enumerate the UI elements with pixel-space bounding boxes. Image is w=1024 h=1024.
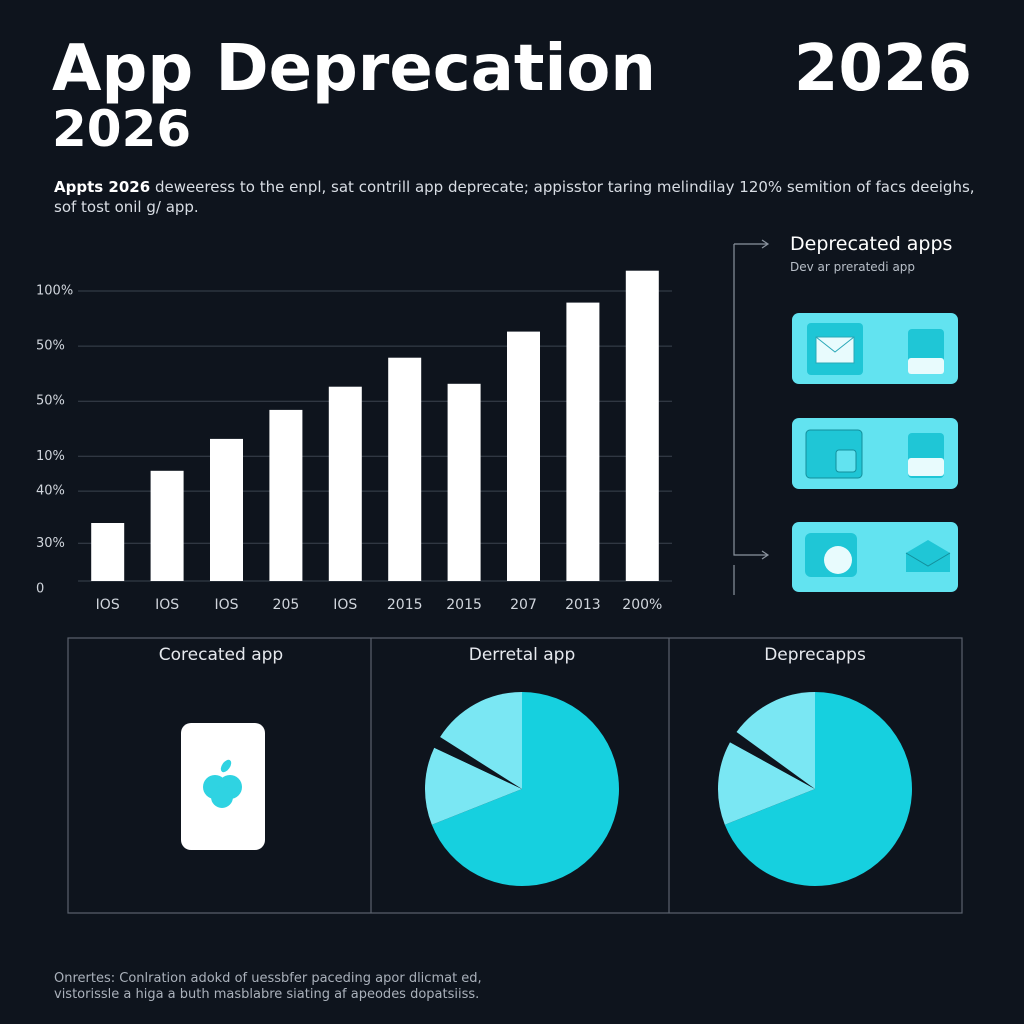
x-tick-label: 2015	[446, 597, 482, 613]
pie-slice	[736, 692, 815, 789]
y-tick-label: 10%	[36, 449, 65, 464]
y-tick-label: 100%	[36, 284, 73, 299]
bar	[91, 523, 125, 581]
description-line-2: sof tost onil g/ app.	[54, 198, 199, 216]
app-cards	[792, 313, 958, 592]
bar	[210, 438, 243, 581]
bar	[507, 331, 540, 581]
bar	[447, 383, 481, 581]
pie-title: Deprecapps	[764, 645, 866, 665]
pie-slice	[729, 731, 815, 789]
pie-title: Derretal app	[469, 645, 576, 665]
pie-slice	[431, 692, 620, 887]
y-tick-label: 40%	[36, 484, 65, 499]
bar	[388, 357, 422, 581]
x-tick-label: 207	[510, 597, 537, 613]
x-tick-label: IOS	[333, 597, 357, 613]
pie-slice	[724, 692, 912, 887]
title-line-2: 2026	[52, 100, 191, 158]
side-title: Deprecated apps	[790, 233, 952, 255]
description-text: deweeress to the enpl, sat contrill app …	[155, 178, 975, 196]
x-tick-label: 2013	[565, 597, 601, 613]
year: 2026	[794, 32, 972, 106]
bar	[328, 386, 362, 581]
mail-icon	[906, 540, 950, 572]
x-tick-label: 200%	[622, 597, 662, 613]
bar	[269, 409, 303, 581]
footer-line: Onrertes: Conlration adokd of uessbfer p…	[54, 971, 482, 986]
y-tick-label: 30%	[36, 536, 65, 551]
bar	[566, 302, 600, 581]
pie-slice	[434, 737, 522, 789]
x-tick-label: IOS	[96, 597, 120, 613]
footer-line: vistorissle a higa a buth masblabre siat…	[54, 987, 479, 1002]
pie-slice	[440, 692, 522, 789]
bar	[625, 270, 659, 581]
side-subtitle: Dev ar preratedi app	[790, 260, 915, 274]
x-tick-label: 2015	[387, 597, 423, 613]
y-tick-label: 0	[36, 582, 44, 597]
y-tick-label: 50%	[36, 394, 65, 409]
side-bracket	[733, 239, 770, 595]
pie-slice	[718, 742, 815, 825]
x-tick-label: 205	[273, 597, 300, 613]
apple-icon	[181, 723, 265, 850]
panel-frame	[67, 637, 963, 914]
description-lead: Appts 2026	[54, 178, 150, 196]
x-tick-label: IOS	[214, 597, 238, 613]
pie-slice	[425, 747, 522, 825]
y-tick-label: 50%	[36, 339, 65, 354]
description: Appts 2026 deweeress to the enpl, sat co…	[54, 178, 975, 196]
x-tick-label: IOS	[155, 597, 179, 613]
bar	[150, 470, 184, 581]
panel-title: Corecated app	[159, 645, 283, 665]
title: App Deprecation	[52, 32, 656, 106]
